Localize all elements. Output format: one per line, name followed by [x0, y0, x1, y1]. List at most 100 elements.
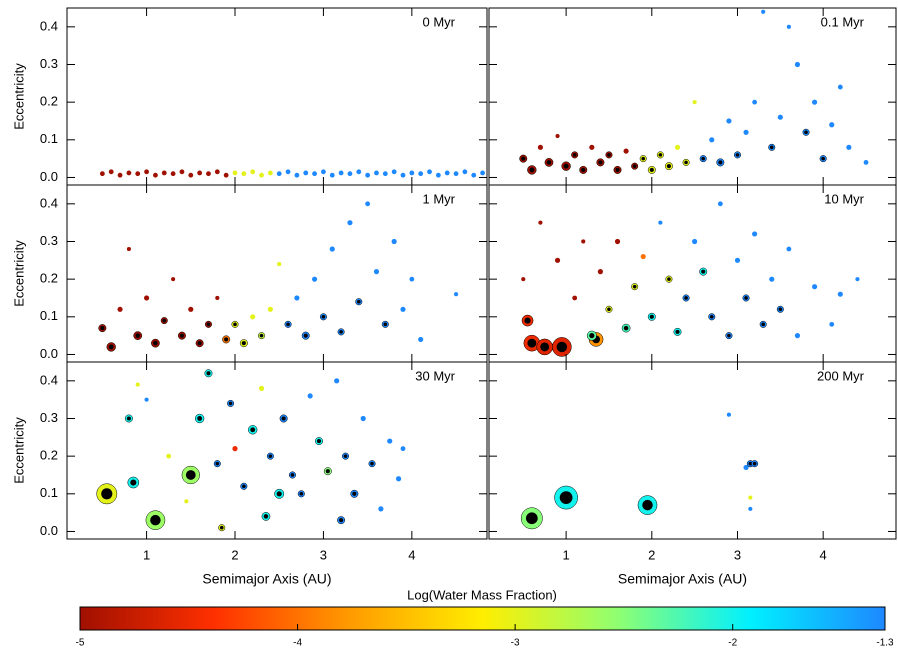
body-core — [356, 299, 361, 304]
body — [699, 155, 707, 163]
body — [418, 171, 424, 177]
body-envelope — [329, 172, 335, 178]
body-envelope — [748, 495, 753, 500]
body-core — [100, 326, 105, 331]
body — [374, 170, 379, 176]
body — [294, 295, 300, 301]
body — [387, 438, 393, 444]
panel: 10 Myr — [488, 184, 897, 363]
body — [761, 9, 766, 14]
body — [98, 324, 107, 333]
body-envelope — [214, 169, 220, 175]
body — [621, 323, 631, 333]
body — [786, 246, 792, 252]
body-core — [540, 342, 550, 352]
body-envelope — [395, 476, 402, 482]
x-tick-label: 3 — [734, 547, 741, 562]
body-envelope — [717, 201, 723, 207]
body-envelope — [863, 160, 869, 165]
body — [786, 24, 791, 29]
body — [759, 320, 767, 328]
body — [127, 476, 140, 489]
body — [579, 165, 588, 174]
body — [613, 165, 622, 174]
body — [188, 306, 194, 312]
body — [743, 464, 749, 471]
body — [315, 437, 323, 446]
body-core — [615, 167, 620, 172]
body — [108, 169, 114, 175]
body — [639, 155, 647, 163]
body-envelope — [241, 171, 247, 177]
body — [337, 516, 346, 525]
body — [240, 482, 248, 490]
body-core — [641, 156, 646, 161]
body — [170, 171, 176, 177]
body — [311, 276, 318, 282]
body-core — [197, 341, 202, 346]
panel: 1 2 3 4 0.0 0.1 0.2 0.3 0.4 30 Myr Eccentricity Sem… — [11, 361, 488, 587]
body-envelope — [554, 257, 561, 263]
body — [329, 172, 335, 178]
body — [605, 151, 613, 159]
body-core — [126, 416, 131, 421]
body-envelope — [537, 144, 543, 150]
body — [248, 425, 258, 435]
body-envelope — [786, 24, 791, 29]
body — [769, 276, 775, 282]
body-core — [352, 491, 357, 496]
body — [682, 294, 690, 302]
body — [378, 506, 384, 512]
body — [223, 172, 229, 178]
colorbar-tick-label: -5 — [76, 638, 85, 649]
body — [239, 339, 248, 348]
body — [227, 399, 235, 407]
x-axis-label: Semimajor Axis (AU) — [618, 571, 747, 587]
body — [521, 277, 526, 282]
panel-title: 30 Myr — [415, 368, 455, 383]
body-envelope — [188, 306, 194, 312]
body — [444, 170, 450, 176]
body-envelope — [572, 295, 578, 301]
body-envelope — [276, 171, 282, 177]
plot-area — [519, 9, 869, 175]
body — [812, 284, 818, 290]
body — [453, 171, 459, 177]
body — [99, 171, 105, 177]
body-envelope — [640, 253, 646, 260]
y-tick-label: 0.3 — [40, 56, 58, 71]
body — [276, 171, 282, 177]
x-tick-label: 4 — [820, 547, 827, 562]
body-envelope — [166, 453, 172, 459]
body-core — [701, 156, 706, 161]
body-envelope — [391, 169, 397, 175]
body — [294, 172, 300, 178]
x-tick-label: 1 — [143, 547, 150, 562]
body-envelope — [215, 295, 220, 301]
body-core — [524, 317, 531, 324]
colorbar-label: Log(Water Mass Fraction) — [407, 587, 557, 602]
body-envelope — [829, 122, 835, 128]
body — [751, 460, 759, 468]
body-envelope — [267, 306, 273, 312]
body — [360, 415, 366, 422]
body-envelope — [829, 321, 835, 327]
body-core — [241, 341, 246, 346]
body — [692, 238, 698, 245]
body — [674, 144, 681, 150]
body-envelope — [581, 239, 586, 244]
body-envelope — [184, 499, 189, 504]
plot-area — [96, 369, 406, 532]
body-envelope — [258, 385, 265, 391]
body — [742, 294, 750, 302]
body-envelope — [435, 172, 441, 178]
body — [144, 169, 149, 175]
body — [258, 385, 265, 391]
body-core — [525, 512, 538, 525]
body — [427, 169, 432, 175]
body-envelope — [188, 172, 194, 178]
panel-frame — [66, 184, 488, 363]
body — [177, 331, 186, 340]
panel: 0.0 0.1 0.2 0.3 0.4 0 Myr Eccentricity — [11, 7, 488, 186]
body — [597, 269, 603, 275]
